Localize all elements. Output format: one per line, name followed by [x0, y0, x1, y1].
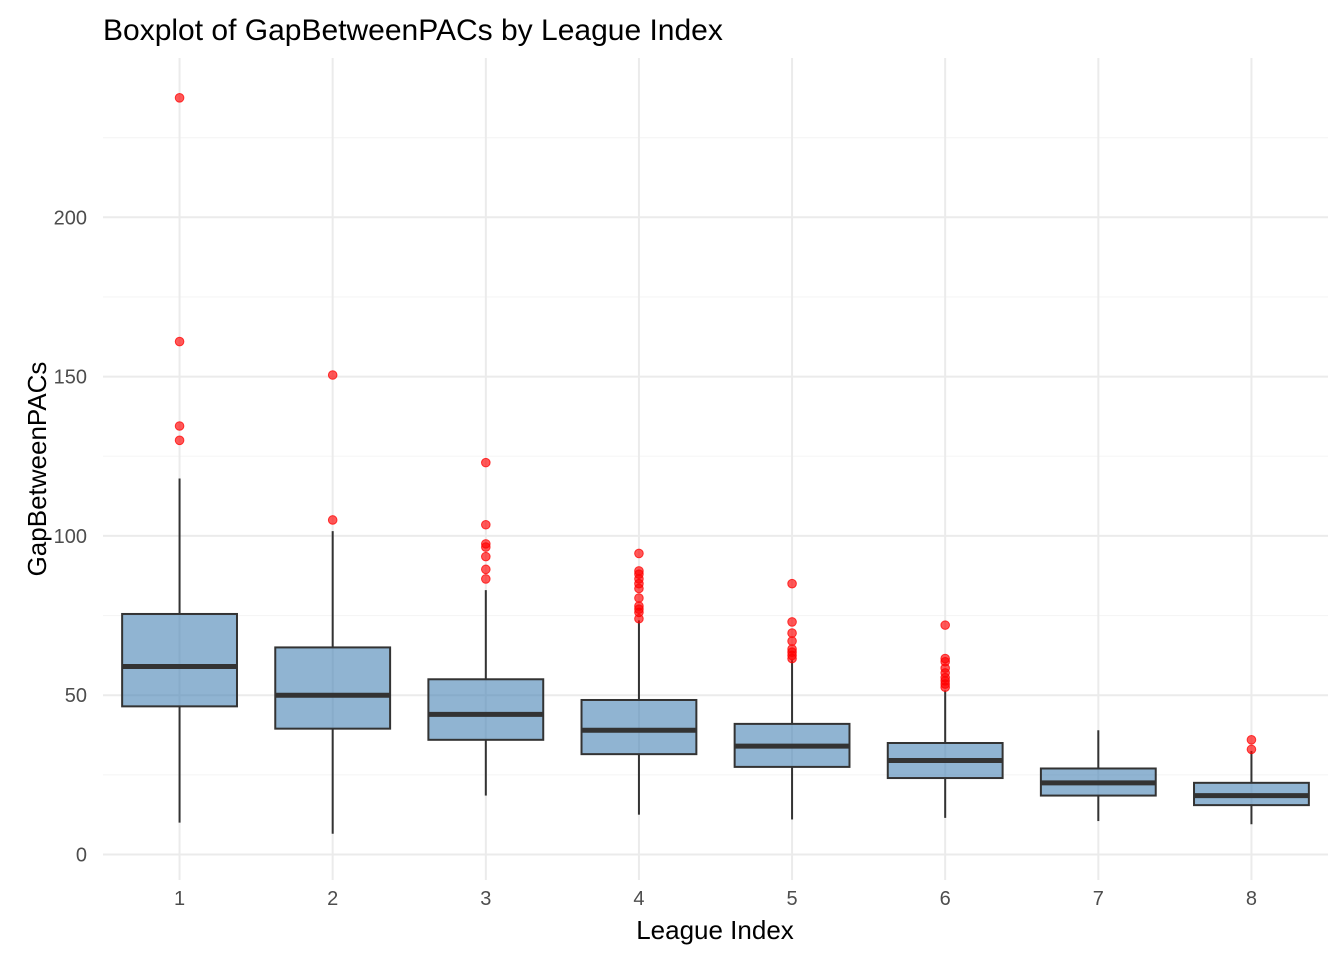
chart-title: Boxplot of GapBetweenPACs by League Inde…	[103, 14, 723, 47]
outlier-point	[940, 620, 950, 630]
y-tick-label: 200	[54, 207, 87, 229]
outlier-point	[634, 593, 644, 603]
x-tick-label: 4	[633, 888, 644, 910]
box-iqr	[274, 646, 392, 730]
y-tick-label: 150	[54, 367, 87, 389]
outlier-point	[174, 435, 185, 446]
outlier-point	[634, 613, 644, 624]
y-axis-ticks: 0 50 100 150 200	[54, 207, 87, 866]
outlier-point	[481, 519, 491, 530]
outlier-point	[787, 636, 797, 646]
outlier-point	[787, 653, 797, 664]
y-axis-title: GapBetweenPACs	[22, 362, 52, 577]
outlier-point	[481, 574, 491, 584]
outlier-point	[787, 617, 797, 627]
grid-lines	[103, 58, 1328, 880]
outlier-point	[634, 548, 644, 559]
outlier-point	[787, 628, 797, 638]
x-tick-label: 3	[480, 888, 491, 910]
outlier-point	[787, 578, 797, 589]
x-axis-title: League Index	[636, 915, 794, 945]
outlier-point	[940, 682, 950, 693]
x-tick-label: 7	[1093, 888, 1104, 910]
outlier-point	[1246, 735, 1257, 745]
y-tick-label: 50	[65, 685, 87, 707]
box-iqr	[121, 612, 238, 708]
outlier-point	[634, 583, 644, 594]
x-tick-label: 1	[174, 888, 185, 910]
outlier-point	[174, 421, 185, 431]
x-tick-label: 2	[327, 888, 338, 910]
x-tick-label: 6	[940, 888, 951, 910]
x-tick-label: 5	[787, 888, 798, 910]
box-iqr	[580, 698, 698, 756]
outlier-point	[481, 457, 491, 468]
outlier-point	[174, 336, 185, 347]
outlier-point	[327, 370, 338, 380]
x-axis-ticks: 1 2 3 4 5 6 7 8	[174, 888, 1257, 910]
outlier-point	[481, 542, 491, 552]
outlier-point	[1246, 744, 1257, 755]
x-tick-label: 8	[1246, 888, 1257, 910]
y-tick-label: 100	[54, 526, 87, 548]
box-iqr	[427, 678, 545, 741]
outlier-point	[174, 93, 185, 103]
outlier-point	[481, 564, 491, 575]
outlier-point	[481, 551, 491, 562]
boxes	[121, 478, 1310, 834]
y-tick-label: 0	[76, 845, 87, 867]
outlier-point	[327, 515, 338, 525]
outliers	[174, 93, 1257, 755]
